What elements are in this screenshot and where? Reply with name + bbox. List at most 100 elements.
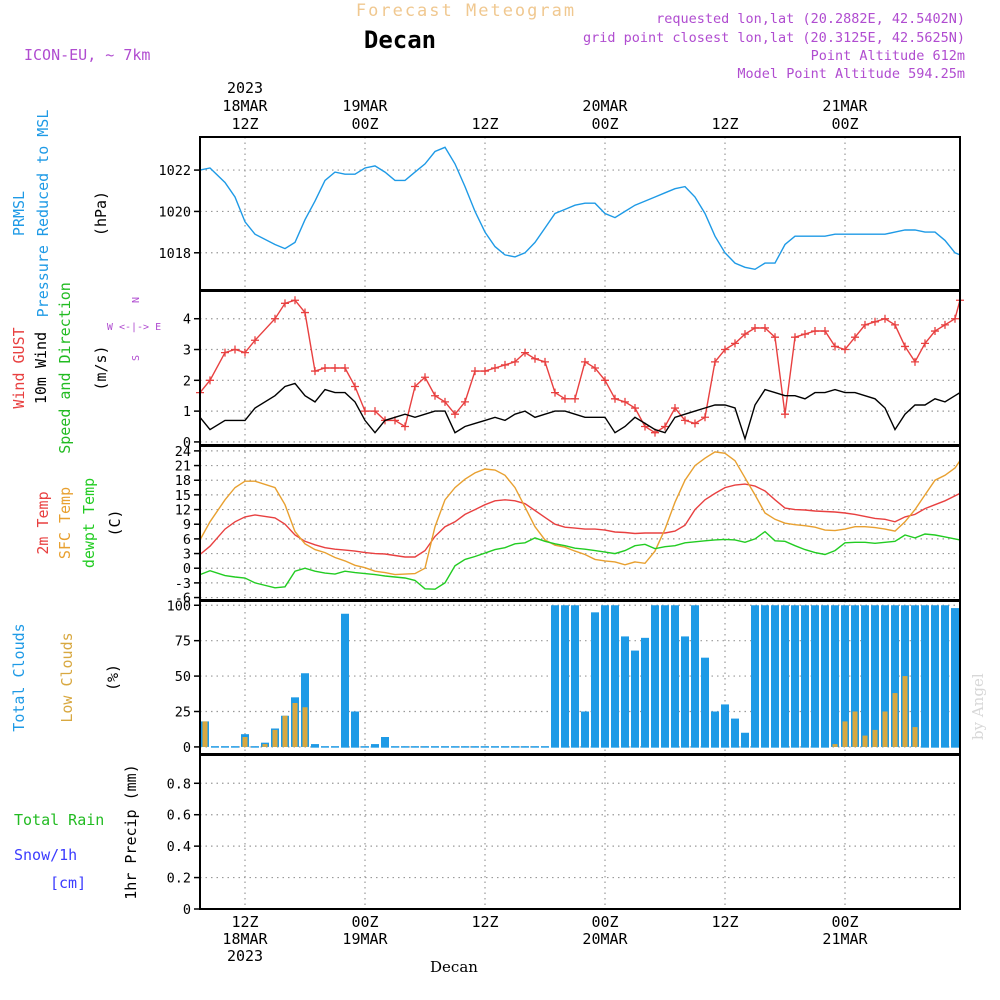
gust-point: [671, 404, 679, 413]
gust-point: [791, 333, 799, 342]
gust-point: [821, 327, 829, 336]
gust-point: [631, 404, 639, 413]
low-clouds-bar: [872, 729, 878, 747]
gust-point: [531, 354, 539, 363]
gust-point: [561, 394, 569, 403]
total-clouds-bar: [841, 605, 849, 747]
panel-label: 10m Wind: [32, 332, 50, 404]
panel-clouds: 0 25 50 75 100 Total Clouds Low Clouds (%): [10, 598, 961, 756]
total-clouds-bar: [381, 737, 389, 747]
y-tick-label: 1018: [158, 246, 191, 262]
gust-point: [291, 296, 299, 305]
gust-point: [781, 410, 789, 419]
gust-point: [341, 364, 349, 372]
total-clouds-bar: [821, 605, 829, 747]
y-tick-label: 12: [175, 503, 191, 519]
gust-point: [351, 382, 359, 391]
series-prmsl: [199, 146, 961, 271]
y-tick-label: 0.8: [167, 776, 191, 792]
gust-point: [901, 342, 909, 351]
time-label-top: 00Z: [351, 115, 378, 133]
compass-west-east: W <-|-> E: [107, 322, 161, 333]
gust-point: [761, 323, 769, 332]
panel-frame: [199, 136, 961, 291]
gust-point: [331, 364, 339, 372]
total-clouds-bar: [691, 605, 699, 747]
panel-label: SFC Temp: [56, 487, 74, 559]
panel-label: 2m Temp: [34, 491, 52, 554]
panel-wind: 0 1 2 3 4 Wind GUST 10m Wind Speed and Directio…: [10, 282, 964, 454]
gust-point: [231, 345, 239, 354]
y-tick-label: -6: [175, 591, 191, 607]
time-label-bottom: 12Z: [231, 913, 258, 931]
gust-point: [206, 376, 214, 385]
y-tick-label: 1020: [158, 204, 191, 220]
low-clouds-bar: [272, 729, 278, 747]
time-label-bottom: 12Z: [471, 913, 498, 931]
gust-point: [501, 360, 509, 369]
gust-point: [271, 314, 279, 323]
gust-point: [891, 320, 899, 329]
low-clouds-bar: [852, 711, 858, 747]
gust-point: [801, 330, 809, 339]
time-label-top: 20MAR: [582, 97, 628, 115]
gust-point: [401, 422, 409, 431]
total-clouds-bar: [711, 711, 719, 747]
gust-point: [751, 323, 759, 332]
footer-location: Decan: [430, 958, 478, 976]
y-tick-label: 4: [183, 312, 191, 328]
gust-point: [471, 367, 479, 376]
gust-point: [941, 320, 949, 329]
y-tick-label: 0: [183, 561, 191, 577]
total-clouds-bar: [661, 605, 669, 747]
gust-point: [361, 407, 369, 416]
series-2m-temp: [199, 483, 961, 558]
total-clouds-bar: [731, 718, 739, 747]
gust-point: [611, 394, 619, 403]
low-clouds-bar: [892, 693, 898, 747]
low-clouds-bar: [862, 735, 868, 747]
low-clouds-bar: [262, 744, 268, 747]
low-clouds-bar: [842, 721, 848, 747]
total-clouds-bar: [781, 605, 789, 747]
gust-point: [921, 339, 929, 348]
y-tick-label: 0: [183, 902, 191, 918]
gust-point: [511, 357, 519, 366]
gust-point: [931, 327, 939, 336]
panel-unit: (%): [104, 664, 122, 691]
gust-point: [431, 391, 439, 400]
y-tick-label: 25: [175, 705, 191, 721]
gust-point: [571, 394, 579, 403]
time-label-top: 00Z: [591, 115, 618, 133]
total-clouds-bar: [931, 605, 939, 747]
total-clouds-bar: [581, 711, 589, 747]
y-tick-label: 0: [183, 435, 191, 451]
gust-point: [491, 364, 499, 372]
low-clouds-bar: [242, 737, 248, 747]
time-label-bottom: 20MAR: [582, 930, 628, 948]
series-dewpt-temp: [199, 530, 961, 590]
panel-unit: (C): [106, 509, 124, 536]
gust-point: [591, 364, 599, 372]
gust-point: [601, 376, 609, 385]
y-tick-label: 50: [175, 669, 191, 685]
panel-label: PRMSL: [10, 191, 28, 236]
gust-point: [851, 333, 859, 342]
time-label-bottom: 2023: [227, 947, 263, 965]
total-clouds-bar: [761, 605, 769, 747]
gust-point: [621, 397, 629, 406]
low-clouds-bar: [202, 721, 208, 747]
panel-label: Wind GUST: [10, 327, 28, 408]
time-label-top: 12Z: [711, 115, 738, 133]
y-tick-label: 0.2: [167, 871, 191, 887]
gust-point: [811, 327, 819, 336]
time-label-top: 19MAR: [342, 97, 388, 115]
low-clouds-bar: [292, 703, 298, 747]
grid-point-coordinates: grid point closest lon,lat (20.3125E, 42…: [583, 30, 965, 46]
gust-point: [241, 348, 249, 357]
gust-point: [951, 314, 959, 323]
panel-frame: [199, 754, 961, 910]
